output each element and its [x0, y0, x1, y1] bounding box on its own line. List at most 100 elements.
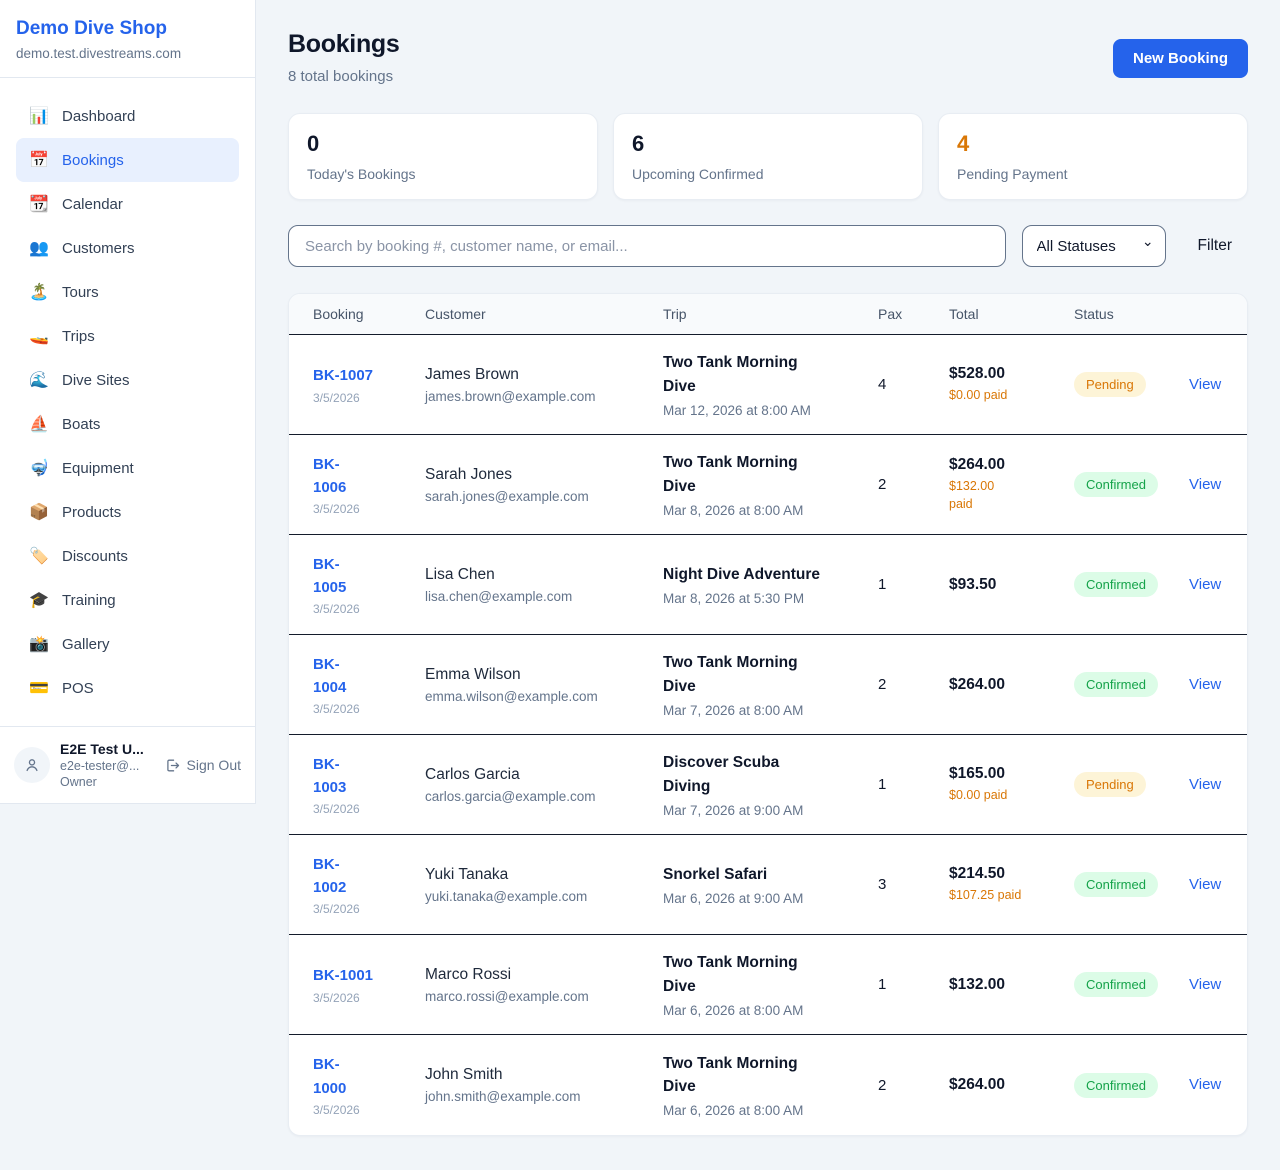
- page-title: Bookings: [288, 30, 400, 58]
- bookings-count: 8 total bookings: [288, 68, 394, 85]
- column-header-status: Status: [1074, 306, 1114, 322]
- booking-id-link[interactable]: BK-1001: [313, 967, 374, 985]
- view-link[interactable]: View: [1189, 1076, 1222, 1093]
- booking-cell: BK- 1004 3/5/2026: [313, 653, 425, 717]
- view-link[interactable]: View: [1189, 675, 1222, 693]
- sidebar-item-dashboard[interactable]: 📊 Dashboard: [16, 94, 239, 138]
- total-cell: $264.00: [949, 676, 1074, 694]
- view-link[interactable]: View: [1189, 475, 1222, 493]
- customer-email: marco.rossi@example.com: [425, 988, 589, 1004]
- view-link[interactable]: View: [1189, 875, 1222, 893]
- status-select[interactable]: All Statuses: [1021, 225, 1166, 267]
- booking-id-link[interactable]: BK- 1006: [313, 455, 347, 496]
- trip-name: Two Tank Morning Dive: [663, 654, 798, 695]
- new-booking-button[interactable]: New Booking: [1112, 39, 1248, 78]
- booking-date: 3/5/2026: [313, 902, 360, 917]
- total-cell: $264.00 $132.00 paid: [949, 456, 1074, 513]
- column-header-trip: Trip: [663, 306, 687, 322]
- booking-date: 3/5/2026: [313, 602, 360, 617]
- booking-cell: BK-1007 3/5/2026: [313, 364, 425, 404]
- sidebar: Demo Dive Shop demo.test.divestreams.com…: [0, 0, 256, 804]
- pos-icon: 💳: [29, 680, 49, 697]
- view-link[interactable]: View: [1189, 975, 1222, 993]
- status-badge: Pending: [1074, 372, 1146, 397]
- pax-value: 1: [878, 976, 887, 993]
- booking-date: 3/5/2026: [313, 990, 360, 1005]
- actions-cell: View: [1189, 776, 1223, 794]
- training-icon: 🎓: [29, 592, 49, 609]
- trip-cell: Two Tank Morning Dive Mar 6, 2026 at 8:0…: [663, 951, 878, 1018]
- bookings-table: Booking Customer Trip Pax Total Status B…: [288, 293, 1248, 1136]
- sidebar-item-label: Tours: [62, 283, 99, 301]
- sidebar-item-discounts[interactable]: 🏷️ Discounts: [16, 534, 239, 578]
- sidebar-item-dive-sites[interactable]: 🌊 Dive Sites: [16, 358, 239, 402]
- trip-date: Mar 8, 2026 at 8:00 AM: [663, 502, 804, 518]
- customer-email: john.smith@example.com: [425, 1089, 581, 1104]
- pax-value: 4: [878, 376, 887, 393]
- actions-cell: View: [1189, 876, 1223, 894]
- total-amount: $528.00: [949, 364, 1006, 382]
- status-badge: Confirmed: [1074, 972, 1158, 997]
- paid-amount: $0.00 paid: [949, 787, 1008, 802]
- customer-name: John Smith: [425, 1066, 503, 1083]
- user-meta: E2E Test U... e2e-tester@... Owner: [60, 741, 154, 789]
- sidebar-item-customers[interactable]: 👥 Customers: [16, 226, 239, 270]
- sidebar-item-calendar[interactable]: 📆 Calendar: [16, 182, 239, 226]
- status-badge: Confirmed: [1074, 872, 1158, 897]
- sidebar-item-trips[interactable]: 🚤 Trips: [16, 314, 239, 358]
- sidebar-item-equipment[interactable]: 🤿 Equipment: [16, 446, 239, 490]
- sidebar-item-products[interactable]: 📦 Products: [16, 490, 239, 534]
- trip-name: Two Tank Morning Dive: [663, 354, 798, 395]
- sidebar-item-gallery[interactable]: 📸 Gallery: [16, 622, 239, 666]
- sign-out-button[interactable]: Sign Out: [164, 757, 241, 774]
- trip-cell: Two Tank Morning Dive Mar 12, 2026 at 8:…: [663, 351, 878, 418]
- table-row: BK- 1003 3/5/2026 Carlos Garcia carlos.g…: [289, 735, 1247, 835]
- actions-cell: View: [1189, 676, 1223, 694]
- sidebar-item-boats[interactable]: ⛵ Boats: [16, 402, 239, 446]
- view-link[interactable]: View: [1189, 575, 1222, 593]
- status-cell: Confirmed: [1074, 1072, 1189, 1098]
- table-row: BK- 1006 3/5/2026 Sarah Jones sarah.jone…: [289, 435, 1247, 535]
- view-link[interactable]: View: [1189, 375, 1222, 393]
- actions-cell: View: [1189, 376, 1223, 394]
- customer-cell: James Brown james.brown@example.com: [425, 366, 663, 404]
- customer-cell: Emma Wilson emma.wilson@example.com: [425, 666, 663, 704]
- sidebar-item-bookings[interactable]: 📅 Bookings: [16, 138, 239, 182]
- sidebar-item-pos[interactable]: 💳 POS: [16, 666, 239, 710]
- user-role: Owner: [60, 775, 97, 789]
- boats-icon: ⛵: [29, 416, 49, 433]
- booking-id-link[interactable]: BK- 1000: [313, 1056, 347, 1097]
- booking-id-link[interactable]: BK- 1002: [313, 855, 347, 896]
- total-cell: $214.50 $107.25 paid: [949, 865, 1074, 905]
- shop-domain: demo.test.divestreams.com: [16, 46, 182, 61]
- stat-value: 0: [307, 131, 320, 156]
- actions-cell: View: [1189, 976, 1223, 994]
- page-header: Bookings 8 total bookings New Booking: [288, 30, 1248, 85]
- pax-value: 2: [878, 676, 887, 693]
- column-header-total: Total: [949, 306, 979, 322]
- status-cell: Pending: [1074, 372, 1189, 397]
- customer-email: lisa.chen@example.com: [425, 588, 573, 604]
- customer-name: James Brown: [425, 365, 519, 383]
- booking-cell: BK- 1002 3/5/2026: [313, 853, 425, 917]
- filter-button[interactable]: Filter: [1182, 237, 1248, 255]
- trip-cell: Two Tank Morning Dive Mar 7, 2026 at 8:0…: [663, 651, 878, 718]
- table-row: BK-1007 3/5/2026 James Brown james.brown…: [289, 335, 1247, 435]
- view-link[interactable]: View: [1189, 775, 1222, 793]
- booking-id-link[interactable]: BK- 1004: [313, 655, 347, 696]
- products-icon: 📦: [29, 504, 49, 521]
- booking-id-link[interactable]: BK-1007: [313, 367, 374, 385]
- paid-amount: $132.00 paid: [949, 479, 995, 511]
- page-title-block: Bookings 8 total bookings: [288, 30, 400, 85]
- trip-date: Mar 8, 2026 at 5:30 PM: [663, 591, 805, 607]
- sidebar-item-tours[interactable]: 🏝️ Tours: [16, 270, 239, 314]
- sidebar-item-label: POS: [62, 679, 94, 697]
- booking-date: 3/5/2026: [313, 390, 360, 405]
- booking-id-link[interactable]: BK- 1003: [313, 755, 347, 796]
- sidebar-header: Demo Dive Shop demo.test.divestreams.com: [0, 0, 255, 78]
- booking-id-link[interactable]: BK- 1005: [313, 555, 347, 596]
- total-amount: $132.00: [949, 975, 1006, 993]
- booking-cell: BK-1001 3/5/2026: [313, 964, 425, 1004]
- sidebar-item-training[interactable]: 🎓 Training: [16, 578, 239, 622]
- search-input[interactable]: [288, 225, 1006, 267]
